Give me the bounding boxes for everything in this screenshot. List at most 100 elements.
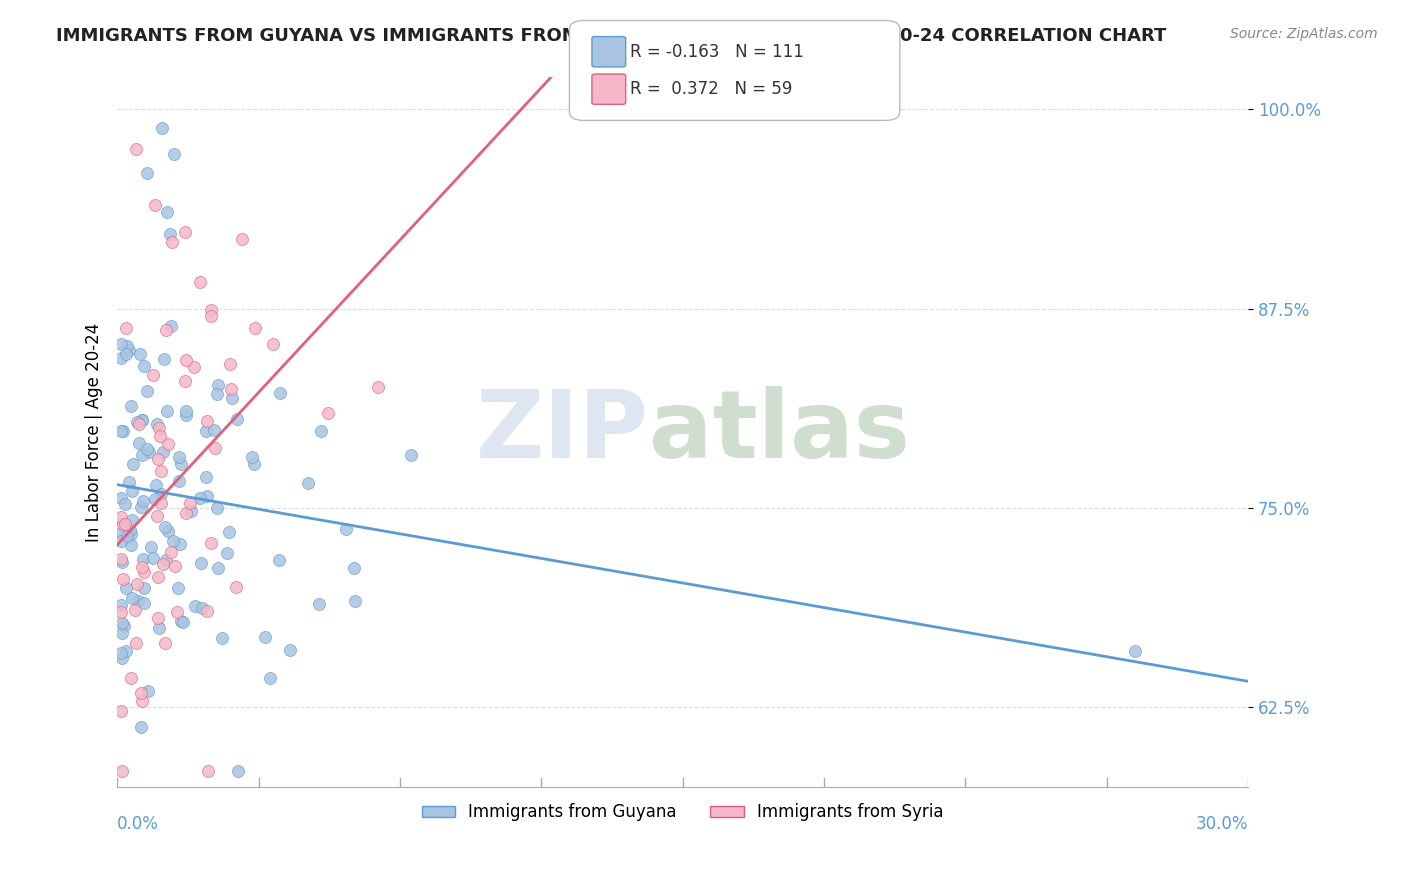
Point bbox=[152, 557, 174, 571]
Point bbox=[110, 598, 132, 612]
Point bbox=[110, 337, 132, 351]
Point bbox=[117, 529, 139, 543]
Point bbox=[173, 374, 195, 388]
Point bbox=[262, 337, 284, 351]
Point bbox=[138, 445, 160, 459]
Point bbox=[125, 636, 148, 650]
Point bbox=[111, 555, 134, 569]
Point bbox=[149, 429, 172, 443]
Point bbox=[211, 631, 233, 645]
Point bbox=[114, 347, 136, 361]
Point bbox=[132, 493, 155, 508]
Point bbox=[129, 500, 152, 514]
Point bbox=[194, 424, 217, 438]
Point bbox=[111, 616, 134, 631]
Point bbox=[112, 424, 135, 438]
Point bbox=[132, 566, 155, 580]
Point bbox=[200, 302, 222, 317]
Point bbox=[110, 647, 132, 661]
Point bbox=[207, 501, 229, 516]
Point bbox=[128, 417, 150, 431]
Point bbox=[110, 351, 132, 366]
Point bbox=[117, 339, 139, 353]
Point bbox=[121, 591, 143, 605]
Point bbox=[114, 497, 136, 511]
Point bbox=[118, 343, 141, 357]
Point bbox=[207, 377, 229, 392]
Point bbox=[121, 513, 143, 527]
Point bbox=[316, 406, 339, 420]
Text: R =  0.372   N = 59: R = 0.372 N = 59 bbox=[630, 80, 792, 98]
Point bbox=[111, 764, 134, 778]
Point bbox=[148, 421, 170, 435]
Point bbox=[278, 643, 301, 657]
Point bbox=[184, 599, 207, 614]
Point bbox=[202, 423, 225, 437]
Point bbox=[110, 510, 132, 524]
Point bbox=[118, 475, 141, 489]
Point bbox=[142, 551, 165, 566]
Point bbox=[120, 399, 142, 413]
Point bbox=[131, 552, 153, 566]
Point bbox=[205, 387, 228, 401]
Point bbox=[139, 540, 162, 554]
Point bbox=[112, 619, 135, 633]
Point bbox=[134, 582, 156, 596]
Point bbox=[172, 615, 194, 630]
Point bbox=[118, 523, 141, 537]
Point bbox=[152, 352, 174, 367]
Point bbox=[245, 321, 267, 335]
Point bbox=[153, 636, 176, 650]
Point bbox=[174, 408, 197, 422]
Point bbox=[169, 537, 191, 551]
Point bbox=[159, 227, 181, 241]
Point bbox=[167, 582, 190, 596]
Point bbox=[120, 526, 142, 541]
Text: Source: ZipAtlas.com: Source: ZipAtlas.com bbox=[1230, 27, 1378, 41]
Point bbox=[152, 445, 174, 459]
Point bbox=[125, 577, 148, 591]
Point bbox=[125, 415, 148, 429]
Point bbox=[131, 448, 153, 462]
Point bbox=[219, 382, 242, 396]
Text: IMMIGRANTS FROM GUYANA VS IMMIGRANTS FROM SYRIA IN LABOR FORCE | AGE 20-24 CORRE: IMMIGRANTS FROM GUYANA VS IMMIGRANTS FRO… bbox=[56, 27, 1167, 45]
Point bbox=[114, 644, 136, 658]
Point bbox=[110, 424, 132, 438]
Point bbox=[110, 525, 132, 540]
Point bbox=[127, 593, 149, 607]
Point bbox=[129, 685, 152, 699]
Point bbox=[155, 520, 177, 534]
Point bbox=[131, 694, 153, 708]
Point bbox=[121, 483, 143, 498]
Point bbox=[148, 570, 170, 584]
Point bbox=[132, 359, 155, 373]
Point bbox=[167, 475, 190, 489]
Point bbox=[143, 198, 166, 212]
Point bbox=[190, 556, 212, 570]
Point bbox=[162, 235, 184, 250]
Point bbox=[156, 204, 179, 219]
Point bbox=[128, 435, 150, 450]
Point bbox=[335, 522, 357, 536]
Point bbox=[343, 560, 366, 574]
Point bbox=[267, 552, 290, 566]
Point bbox=[254, 631, 277, 645]
Point bbox=[221, 391, 243, 405]
Point bbox=[311, 424, 333, 438]
Point bbox=[217, 546, 239, 560]
Point bbox=[197, 764, 219, 778]
Point bbox=[173, 225, 195, 239]
Point bbox=[145, 508, 167, 523]
Point bbox=[200, 536, 222, 550]
Point bbox=[343, 594, 366, 608]
Point bbox=[110, 552, 132, 566]
Point bbox=[228, 764, 250, 778]
Point bbox=[195, 489, 218, 503]
Text: 0.0%: 0.0% bbox=[117, 815, 159, 833]
Point bbox=[111, 516, 134, 531]
Point bbox=[131, 413, 153, 427]
Point bbox=[180, 504, 202, 518]
Point bbox=[143, 491, 166, 506]
Point bbox=[240, 450, 263, 464]
Point bbox=[204, 441, 226, 455]
